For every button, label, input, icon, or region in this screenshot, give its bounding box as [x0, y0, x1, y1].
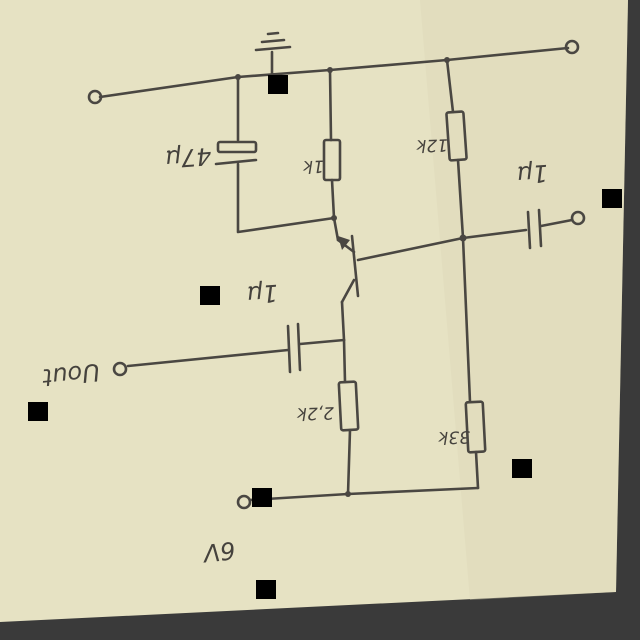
capacitor-output [461, 208, 586, 250]
right-terminal [564, 39, 580, 55]
bottom-rail [236, 486, 480, 510]
transistor [336, 234, 467, 304]
resistor-33k [461, 236, 487, 490]
input-terminal [112, 361, 128, 377]
left-terminal [87, 89, 103, 105]
resistor-12k [445, 58, 468, 240]
label-47u: 47µ [165, 142, 213, 173]
ground-symbol [254, 31, 292, 76]
label-2-2k: 2,2k [296, 402, 335, 423]
redaction-markers [28, 75, 622, 599]
label-output-cap: 1µ [516, 159, 548, 189]
label-uout: Uout [40, 358, 101, 392]
output-terminal [570, 210, 586, 226]
resistor-1k [322, 68, 342, 242]
paper-sheet [0, 0, 628, 622]
label-12k: 12k [415, 134, 448, 155]
label-6v: 6V [201, 536, 237, 567]
supply-terminal [236, 494, 252, 510]
label-input-cap: 1µ [246, 279, 278, 309]
resistor-2-2k [337, 338, 360, 496]
capacitor-input [112, 300, 346, 377]
label-33k: 33k [437, 426, 470, 447]
label-1k: 1k [302, 155, 325, 176]
